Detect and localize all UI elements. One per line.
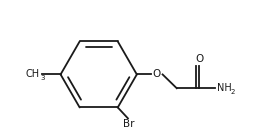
Text: CH: CH	[26, 69, 40, 79]
Text: 2: 2	[230, 89, 234, 95]
Text: Br: Br	[123, 119, 134, 129]
Text: O: O	[195, 54, 203, 64]
Text: O: O	[153, 69, 161, 79]
Text: NH: NH	[217, 83, 232, 93]
Text: 3: 3	[40, 75, 45, 81]
